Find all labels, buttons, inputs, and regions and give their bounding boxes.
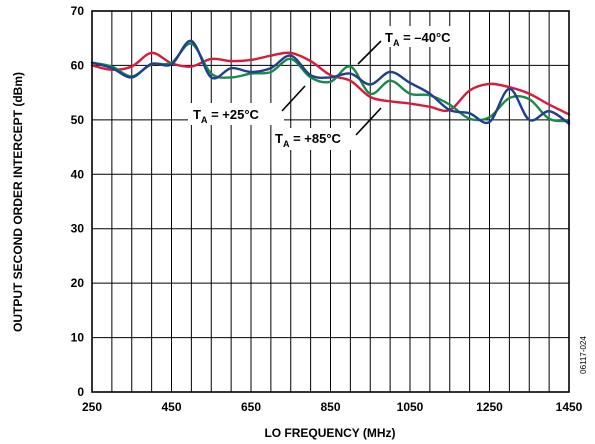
x-axis-title: LO FREQUENCY (MHz) xyxy=(264,426,395,440)
y-tick-label: 20 xyxy=(71,276,85,290)
annotation-plus25-rest: = +25°C xyxy=(207,107,259,122)
annotation-minus40-sub: A xyxy=(393,38,400,48)
annotation-plus85-sub: A xyxy=(283,139,290,149)
annotation-plus85-pointer xyxy=(355,107,382,136)
annotation-plus25: TA = +25°C xyxy=(188,85,306,125)
y-tick-label: 10 xyxy=(71,331,85,345)
x-tick-label: 850 xyxy=(320,400,340,414)
series-line-minus40 xyxy=(90,39,571,125)
x-tick-label: 1050 xyxy=(397,400,424,414)
annotation-minus40-main: T xyxy=(385,30,393,45)
annotation-plus25-pointer xyxy=(281,85,306,112)
x-tick-labels: 250 450 650 850 1050 1250 1450 xyxy=(82,400,583,414)
x-tick-label: 650 xyxy=(241,400,261,414)
x-tick-label: 1250 xyxy=(476,400,503,414)
svg-text:TA = –40°C: TA = –40°C xyxy=(385,30,451,48)
figure-code-label: 06117-024 xyxy=(579,336,588,374)
y-tick-label: 50 xyxy=(71,113,85,127)
plot-frame xyxy=(91,10,570,393)
svg-text:TA = +25°C: TA = +25°C xyxy=(193,107,260,125)
y-tick-label: 0 xyxy=(77,385,84,399)
y-tick-label: 40 xyxy=(71,167,85,181)
y-axis-title: OUTPUT SECOND ORDER INTERCEPT (dBm) xyxy=(11,72,25,332)
annotation-plus25-main: T xyxy=(193,107,201,122)
x-tick-label: 1450 xyxy=(556,400,583,414)
annotation-plus25-sub: A xyxy=(201,115,208,125)
svg-text:TA = +85°C: TA = +85°C xyxy=(275,131,342,149)
x-tick-label: 250 xyxy=(82,400,102,414)
series-layer xyxy=(90,39,571,125)
annotation-plus85-main: T xyxy=(275,131,283,146)
y-tick-labels: 0 10 20 30 40 50 60 70 xyxy=(71,4,85,399)
annotation-minus40-pointer xyxy=(357,40,382,65)
annotation-minus40-bg xyxy=(381,26,469,47)
y-tick-label: 70 xyxy=(71,4,85,18)
annotation-plus85-rest: = +85°C xyxy=(289,131,341,146)
x-tick-label: 450 xyxy=(161,400,181,414)
annotation-plus85-bg xyxy=(272,128,360,150)
annotation-plus25-bg xyxy=(188,103,284,125)
annotation-minus40-rest: = –40°C xyxy=(399,30,451,45)
series-line-plus25 xyxy=(90,42,571,123)
annotation-plus85: TA = +85°C xyxy=(272,107,382,150)
y-tick-label: 30 xyxy=(71,222,85,236)
y-tick-label: 60 xyxy=(71,58,85,72)
annotation-minus40: TA = –40°C xyxy=(357,26,469,65)
